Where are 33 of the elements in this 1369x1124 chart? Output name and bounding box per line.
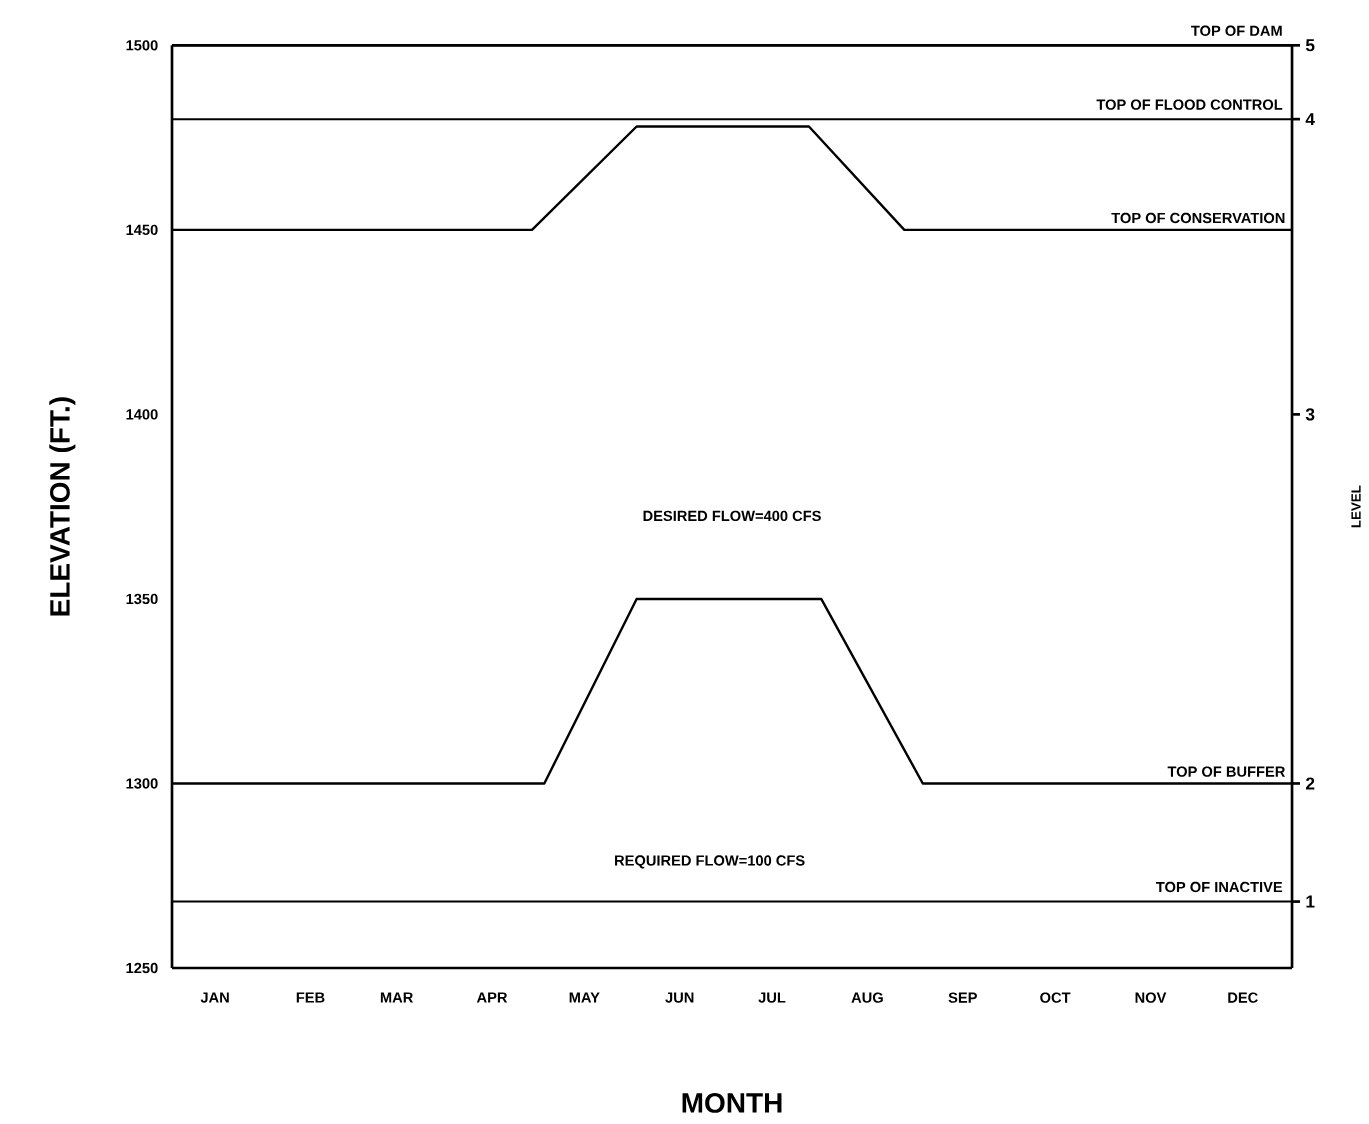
y-tick-label: 1400 — [126, 409, 158, 420]
text: 3 — [1305, 408, 1315, 421]
x-tick-label: NOV — [1135, 992, 1167, 1003]
ref-line-label: TOP OF FLOOD CONTROL — [1096, 99, 1283, 110]
x-axis-title: MONTH — [682, 1093, 782, 1113]
annotation: DESIRED FLOW=400 CFS — [643, 510, 821, 522]
x-tick-label: MAY — [569, 992, 600, 1003]
y-tick-label: 1450 — [126, 224, 158, 236]
x-tick-label: JUN — [665, 992, 694, 1003]
annotation: REQUIRED FLOW=100 CFS — [615, 855, 805, 869]
y-tick-label: 1350 — [126, 593, 158, 605]
x-tick-label: SEP — [948, 992, 977, 1003]
x-tick-label: OCT — [1040, 992, 1071, 1003]
y-axis-title: ELEVATION (FT.) — [49, 397, 76, 616]
ref-line-label: TOP OF INACTIVE — [1156, 881, 1283, 893]
y-tick-label: 1250 — [126, 962, 158, 974]
annotation: 2 — [1305, 777, 1315, 790]
x-tick-label: APR — [476, 992, 508, 1003]
x-tick-label: DEC — [1228, 992, 1258, 1003]
x-tick-label: AUG — [851, 992, 883, 1003]
annotation: 5 — [1305, 39, 1315, 52]
series-label: TOP OF CONSERVATION — [1111, 212, 1285, 224]
y-tick-label: 1300 — [126, 778, 158, 789]
annotation: 1 — [1306, 895, 1315, 908]
x-tick-label: JAN — [200, 992, 229, 1003]
x-tick-label: MAR — [380, 992, 414, 1003]
series-label: TOP OF BUFFER — [1167, 766, 1286, 777]
annotation: 4 — [1305, 113, 1315, 126]
x-tick-label: JUL — [758, 992, 786, 1003]
y2-axis-title: LEVEL — [1351, 485, 1361, 528]
y-tick-label: 1500 — [126, 40, 158, 51]
ref-line-label: TOP OF DAM — [1191, 25, 1282, 36]
x-tick-label: FEB — [296, 992, 325, 1003]
